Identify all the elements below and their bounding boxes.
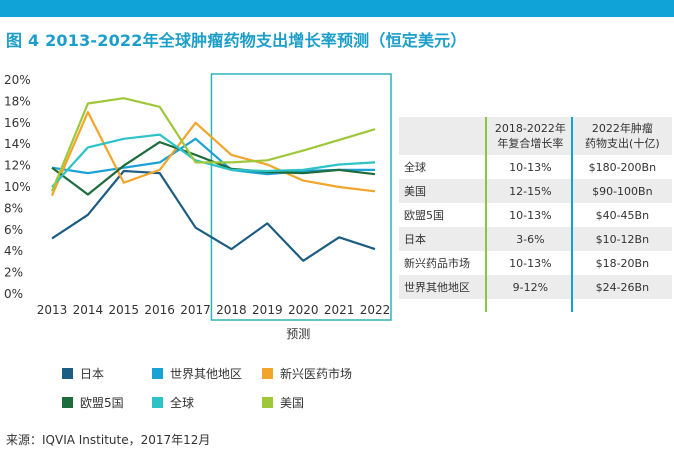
legend-swatch bbox=[152, 397, 163, 408]
x-tick-label: 2017 bbox=[180, 303, 211, 317]
table-header-cagr: 2018-2022年 年复合增长率 bbox=[488, 117, 573, 155]
figure-title: 图 4 2013-2022年全球肿瘤药物支出增长率预测（恒定美元） bbox=[6, 31, 467, 50]
y-tick-label: 4% bbox=[4, 244, 23, 258]
table-row: 全球 10-13% $180-200Bn bbox=[399, 155, 672, 179]
table-cell-region: 美国 bbox=[399, 179, 489, 203]
x-tick-label: 2013 bbox=[37, 303, 68, 317]
x-tick-label: 2019 bbox=[252, 303, 283, 317]
x-tick-label: 2020 bbox=[288, 303, 319, 317]
table-cell-spend: $10-12Bn bbox=[572, 227, 672, 251]
table-row: 日本 3-6% $10-12Bn bbox=[399, 227, 672, 251]
y-tick-label: 6% bbox=[4, 223, 23, 237]
y-tick-label: 2% bbox=[4, 266, 23, 280]
legend-label: 美国 bbox=[280, 396, 305, 410]
series-line bbox=[50, 97, 376, 192]
legend-label: 欧盟5国 bbox=[80, 396, 124, 410]
legend-item: 全球 bbox=[152, 394, 194, 411]
y-tick-label: 10% bbox=[4, 180, 31, 194]
forecast-table: 2018-2022年 年复合增长率 2022年肿瘤 药物支出(十亿) 全球 10-1… bbox=[399, 117, 672, 299]
table-header-spend: 2022年肿瘤 药物支出(十亿) bbox=[572, 117, 672, 155]
legend-item: 日本 bbox=[62, 365, 104, 382]
legend-swatch bbox=[262, 368, 273, 379]
series-line bbox=[50, 110, 376, 197]
table-row: 新兴药品市场 10-13% $18-20Bn bbox=[399, 251, 672, 275]
y-tick-label: 8% bbox=[4, 201, 23, 215]
y-tick-label: 0% bbox=[4, 287, 23, 301]
legend-swatch bbox=[262, 397, 273, 408]
legend-swatch bbox=[152, 368, 163, 379]
table-cell-cagr: 3-6% bbox=[488, 227, 573, 251]
series-line bbox=[51, 169, 376, 262]
y-tick-label: 14% bbox=[4, 137, 31, 151]
table-cell-spend: $90-100Bn bbox=[572, 179, 672, 203]
y-axis: 0% 2% 4% 6% 8% 10% 12% 14% 16% 18% 20% bbox=[4, 73, 31, 301]
legend-item: 美国 bbox=[262, 394, 304, 411]
table-divider-line bbox=[571, 117, 573, 312]
header-line: 年复合增长率 bbox=[497, 137, 564, 150]
forecast-box bbox=[210, 73, 392, 321]
x-tick-label: 2021 bbox=[324, 303, 355, 317]
y-tick-label: 12% bbox=[4, 159, 31, 173]
table-cell-cagr: 10-13% bbox=[509, 208, 552, 222]
legend-swatch bbox=[62, 368, 73, 379]
table-cell-region: 全球 bbox=[404, 161, 426, 174]
legend-item: 欧盟5国 bbox=[62, 394, 124, 411]
header-line: 2018-2022年 bbox=[494, 122, 566, 135]
y-tick-label: 18% bbox=[4, 94, 31, 108]
table-cell-region: 日本 bbox=[399, 227, 489, 251]
series-line bbox=[51, 133, 376, 188]
legend-label: 新兴医药市场 bbox=[280, 367, 353, 381]
x-axis: 2013 2014 2015 2016 2017 2018 2019 2020 2021 2022 bbox=[37, 303, 391, 317]
x-tick-label: 2014 bbox=[73, 303, 104, 317]
table-cell-cagr: 10-13% bbox=[509, 256, 552, 270]
legend-label: 日本 bbox=[80, 367, 105, 381]
line-chart: 0%2%4%6%8%10%12%14%16%18%20% 2013 2014 201… bbox=[4, 73, 392, 341]
table-row: 世界其他地区 9-12% $24-26Bn bbox=[399, 275, 672, 299]
table-row: 美国 12-15% $90-100Bn bbox=[399, 179, 672, 203]
table-header-row: 2018-2022年 年复合增长率 2022年肿瘤 药物支出(十亿) bbox=[399, 117, 672, 155]
y-tick-label: 20% bbox=[4, 73, 31, 87]
table-cell-spend: $18-20Bn bbox=[595, 256, 650, 270]
legend-label: 世界其他地区 bbox=[170, 367, 243, 381]
legend-item: 新兴医药市场 bbox=[262, 365, 352, 382]
table-cell-region: 欧盟5国 bbox=[404, 209, 444, 222]
header-line: 2022年肿瘤 bbox=[591, 122, 653, 135]
series-lines bbox=[50, 97, 376, 262]
x-tick-label: 2018 bbox=[216, 303, 247, 317]
series-line bbox=[51, 140, 376, 196]
table-divider-line bbox=[485, 117, 487, 312]
table-cell-cagr: 12-15% bbox=[488, 179, 573, 203]
y-tick-label: 16% bbox=[4, 116, 31, 130]
legend-label: 全球 bbox=[170, 396, 195, 410]
x-tick-label: 2015 bbox=[109, 303, 140, 317]
table-cell-region: 世界其他地区 bbox=[399, 275, 489, 299]
table-cell-spend: $180-200Bn bbox=[588, 160, 657, 174]
table-cell-cagr: 10-13% bbox=[509, 160, 552, 174]
legend-item: 世界其他地区 bbox=[152, 365, 242, 382]
table-cell-spend: $24-26Bn bbox=[572, 275, 672, 299]
source-note: 来源：IQVIA Institute，2017年12月 bbox=[6, 433, 211, 447]
header-line: 药物支出(十亿) bbox=[585, 137, 660, 150]
table-row: 欧盟5国 10-13% $40-45Bn bbox=[399, 203, 672, 227]
x-tick-label: 2022 bbox=[360, 303, 391, 317]
table-header-cell bbox=[399, 117, 489, 155]
forecast-label: 预测 bbox=[286, 327, 310, 341]
x-tick-label: 2016 bbox=[144, 303, 175, 317]
legend-swatch bbox=[62, 397, 73, 408]
table-cell-cagr: 9-12% bbox=[488, 275, 573, 299]
table-cell-region: 新兴药品市场 bbox=[404, 257, 470, 270]
table-cell-spend: $40-45Bn bbox=[595, 208, 650, 222]
top-accent-bar bbox=[0, 0, 674, 17]
